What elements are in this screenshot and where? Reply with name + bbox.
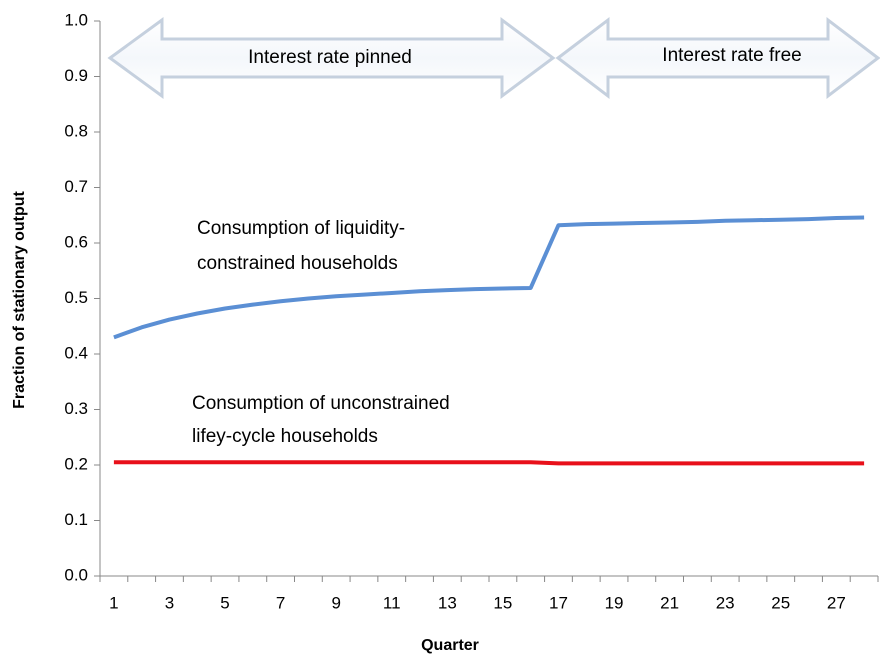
x-tick-label: 17 (549, 593, 568, 612)
y-tick-label: 0.1 (64, 510, 88, 529)
y-tick-label: 1.0 (64, 10, 88, 29)
y-tick-label: 0.5 (64, 288, 88, 307)
y-tick-label: 0.4 (64, 343, 88, 362)
x-tick-label: 11 (383, 593, 401, 612)
x-tick-label: 1 (109, 593, 118, 612)
x-tick-label: 21 (660, 593, 679, 612)
range-arrow (555, 16, 880, 100)
y-tick-label: 0.6 (64, 232, 88, 251)
x-tick-label: 25 (771, 593, 790, 612)
series-line (113, 460, 865, 466)
y-tick-label: 0.7 (64, 177, 88, 196)
x-tick-label: 27 (827, 593, 846, 612)
annotation: constrained households (197, 253, 398, 274)
x-tick-label: 9 (331, 593, 340, 612)
range-arrow (107, 17, 556, 99)
y-tick-label: 0.0 (64, 565, 88, 584)
x-tick-label: 23 (716, 593, 735, 612)
x-tick-label: 13 (438, 593, 457, 612)
annotation: Consumption of liquidity- (197, 218, 405, 239)
x-tick-label: 3 (165, 593, 174, 612)
x-tick-label: 7 (276, 593, 285, 612)
x-tick-label: 19 (605, 593, 624, 612)
x-tick-label: 5 (220, 593, 229, 612)
y-tick-label: 0.8 (64, 121, 88, 140)
annotation: Interest rate pinned (248, 47, 412, 68)
y-tick-label: 0.9 (64, 66, 88, 85)
y-tick-label: 0.2 (64, 454, 88, 473)
x-axis-label: Quarter (421, 637, 479, 654)
x-tick-label: 15 (493, 593, 512, 612)
annotation: Consumption of unconstrained (192, 393, 450, 414)
series-line (113, 215, 865, 340)
y-tick-label: 0.3 (64, 399, 88, 418)
y-axis-label: Fraction of stationary output (11, 190, 28, 408)
annotation: lifey-cycle households (192, 426, 378, 447)
annotation: Interest rate free (662, 45, 801, 66)
